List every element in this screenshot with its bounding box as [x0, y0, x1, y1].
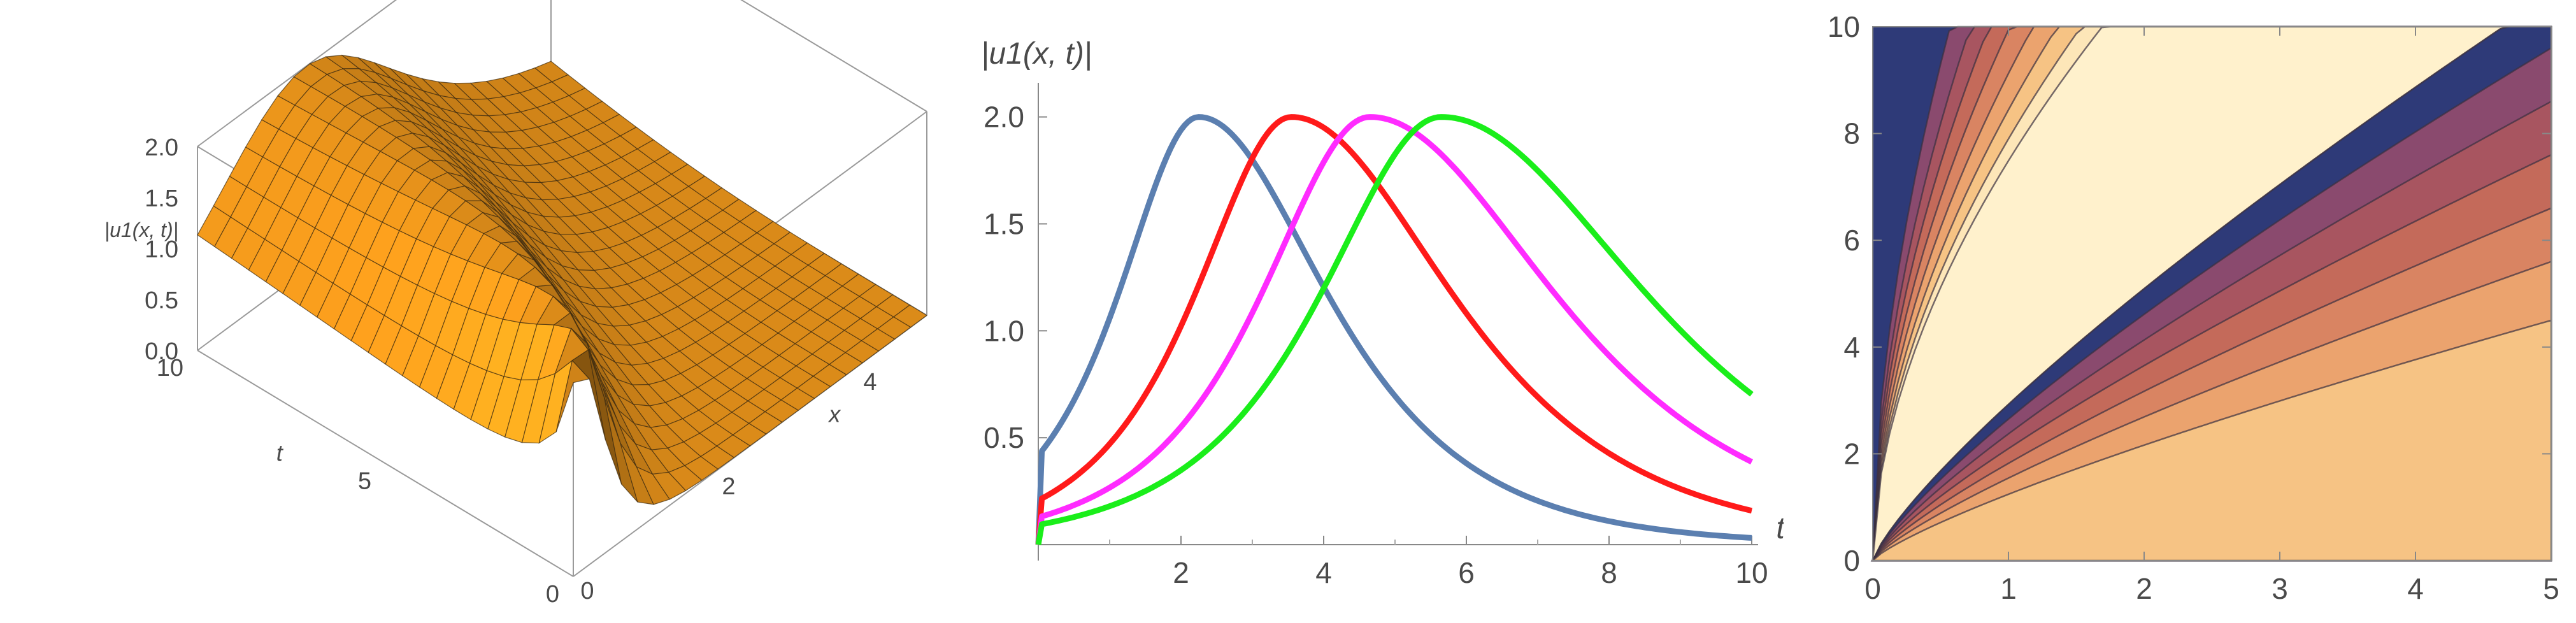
- x-tick-label: 8: [1601, 556, 1617, 589]
- y-tick-label: 6: [1843, 224, 1860, 257]
- x-tick-label: 3: [2272, 572, 2288, 605]
- x-axis-label: t: [1776, 512, 1784, 545]
- line-plot: 2 4 6 8 10 0.5 1.0 1.5 2.0 t |u1(x, t)|: [981, 37, 1785, 589]
- y-tick-label: 4: [1843, 331, 1860, 364]
- x-tick-label: 5: [2543, 572, 2559, 605]
- series-line-3: [1035, 114, 1754, 545]
- contour-bands: [1870, 25, 2552, 562]
- y-tick-label: 2.0: [984, 101, 1024, 134]
- t-axis-line: [197, 350, 574, 577]
- x-tick-label: 2: [1173, 556, 1189, 589]
- x-tick-label: 2: [2136, 572, 2152, 605]
- z-tick-label: 0.5: [145, 287, 178, 314]
- x-axis-label: x: [827, 401, 841, 427]
- surface-patch: [892, 304, 928, 328]
- x-tick-label: 1: [2000, 572, 2017, 605]
- y-tick-label: 0: [1843, 544, 1860, 577]
- contour-band: [1870, 319, 2552, 562]
- x-tick-label: 10: [1735, 556, 1768, 589]
- surface-mesh: [197, 54, 928, 505]
- y-tick-label: 1.5: [984, 207, 1024, 240]
- x-tick-label: 0: [1864, 572, 1881, 605]
- z-tick-label: 1.0: [145, 236, 178, 263]
- box-edge: [740, 0, 927, 112]
- y-tick-label: 1.0: [984, 314, 1024, 347]
- contour-plot: 0 1 2 3 4 5 0 2 4 6 8 10: [1828, 10, 2559, 605]
- t-tick-label: 10: [157, 355, 183, 382]
- x-tick-label: 4: [863, 369, 877, 396]
- y-axis-label: |u1(x, t)|: [981, 37, 1092, 71]
- series-group: [1035, 114, 1754, 545]
- y-tick-label: 0.5: [984, 421, 1024, 454]
- x-tick-label: 4: [1315, 556, 1332, 589]
- z-tick-label: 1.5: [145, 185, 178, 212]
- y-tick-label: 10: [1828, 10, 1860, 43]
- line-axes: 2 4 6 8 10 0.5 1.0 1.5 2.0 t |u1(x, t)|: [981, 37, 1785, 589]
- contour-plot-panel: 0 1 2 3 4 5 0 2 4 6 8 10: [1784, 0, 2576, 620]
- surface-plot-panel: 0.0 0.5 1.0 1.5 2.0 |u1(x, t)| 0 2 4 x 0 5 10 t: [0, 0, 955, 620]
- surface-plot: 0.0 0.5 1.0 1.5 2.0 |u1(x, t)| 0 2 4x 0 5 10 t: [104, 0, 928, 608]
- y-tick-label: 8: [1843, 117, 1860, 150]
- y-tick-label: 2: [1843, 437, 1860, 470]
- contour-axes: 0 1 2 3 4 5 0 2 4 6 8 10: [1828, 10, 2559, 605]
- line-plot-panel: 2 4 6 8 10 0.5 1.0 1.5 2.0 t |u1(x, t)|: [955, 0, 1785, 620]
- x-tick-label: 0: [580, 578, 594, 605]
- series-line-1: [1035, 114, 1752, 545]
- box-edge: [197, 0, 397, 147]
- z-axis-label: |u1(x, t)|: [104, 218, 178, 241]
- surface-ticks: 0.0 0.5 1.0 1.5 2.0 |u1(x, t)| 0 2 4x 0 5 10 t: [104, 134, 877, 608]
- z-tick-label: 0.0: [145, 338, 178, 365]
- series-line-2: [1035, 114, 1753, 545]
- contour-frame: [1872, 26, 2552, 561]
- t-axis-label: t: [276, 440, 284, 466]
- x-tick-label: 6: [1458, 556, 1475, 589]
- series-line-4: [1035, 114, 1754, 545]
- x-tick-label: 2: [722, 473, 735, 500]
- t-tick-label: 0: [546, 581, 559, 608]
- z-tick-label: 2.0: [145, 134, 178, 161]
- x-tick-label: 4: [2407, 572, 2424, 605]
- t-tick-label: 5: [358, 468, 371, 495]
